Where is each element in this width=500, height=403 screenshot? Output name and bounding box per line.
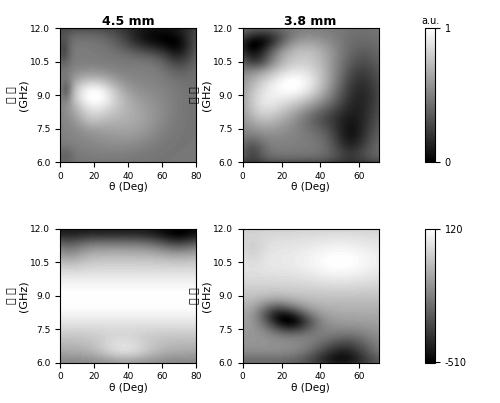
Title: a.u.: a.u. [421,16,440,26]
Y-axis label: 频 率
(GHz): 频 率 (GHz) [7,280,29,312]
Y-axis label: 频 率
(GHz): 频 率 (GHz) [7,79,29,111]
Title: 4.5 mm: 4.5 mm [102,15,154,28]
X-axis label: θ (Deg): θ (Deg) [292,182,330,192]
X-axis label: θ (Deg): θ (Deg) [108,383,148,393]
X-axis label: θ (Deg): θ (Deg) [108,182,148,192]
Title: 3.8 mm: 3.8 mm [284,15,337,28]
Y-axis label: 频 率
(GHz): 频 率 (GHz) [190,79,212,111]
Y-axis label: 频 率
(GHz): 频 率 (GHz) [190,280,212,312]
X-axis label: θ (Deg): θ (Deg) [292,383,330,393]
